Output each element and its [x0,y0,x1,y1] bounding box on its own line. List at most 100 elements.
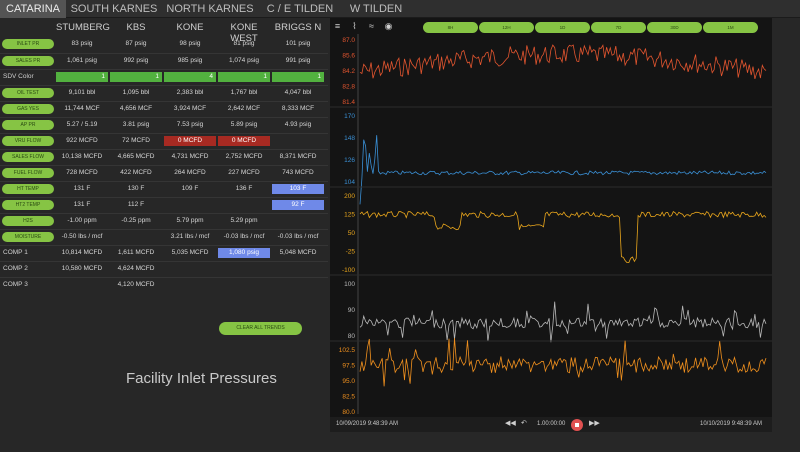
step-back-button[interactable]: ↶ [521,420,527,427]
trend-select-button[interactable]: GAS YES [2,104,54,114]
table-cell [218,279,270,291]
rewind-button[interactable]: ◀◀ [505,420,516,427]
table-cell: 1,061 psig [67,57,97,64]
axis-tick-label: 85.6 [342,53,355,60]
table-cell: 1 [218,72,270,82]
fast-forward-button[interactable]: ▶▶ [589,420,600,427]
table-cell: 101 psig [285,40,311,47]
trend-select-button[interactable]: HT2 TEMP [2,200,54,210]
table-cell: 922 MCFD [66,137,98,144]
row-label: COMP 2 [3,265,28,272]
axis-tick-label: 148 [344,135,355,142]
trend-select-button[interactable]: MOISTURE [2,232,54,242]
table-cell: 4,665 MCFD [117,153,155,160]
playback-time: 1.00:00:00 [537,421,566,427]
trend-select-button[interactable]: FUEL FLOW [2,168,54,178]
table-cell: 83 psig [71,40,93,47]
trend-select-button[interactable]: H2S [2,216,54,226]
column-header-kbs: KBS [126,22,146,33]
trend-compare-icon[interactable]: ≈ [369,21,374,31]
clear-all-trends-button[interactable]: CLEAR ALL TRENDS [219,322,302,335]
table-cell: 10,580 MCFD [61,265,103,272]
axis-tick-label: 125 [344,212,355,219]
facility-data-table: STUMBERG KBS KONE KONE WEST BRIGGS N INL… [0,18,328,288]
table-cell: 4,656 MCF [119,105,153,112]
tab-north-karnes[interactable]: NORTH KARNES [166,3,254,15]
table-cell [110,231,162,243]
table-row: INLET PR 83 psig 87 psig 98 psig 81 psig 101 … [0,37,328,51]
table-cell: 109 F [181,185,199,192]
range-button-7d[interactable]: 7D [591,22,646,33]
axis-tick-label: 84.2 [342,68,355,75]
axis-tick-label: 81.4 [342,99,355,106]
table-cell: 92 F [272,200,324,210]
range-button-30d[interactable]: 30D [647,22,702,33]
trend-select-button[interactable]: SALES FLOW [2,152,54,162]
table-cell: 1 [272,72,324,82]
table-cell: 1,080 psig [218,248,270,258]
table-row: SALES FLOW 10,138 MCFD 4,665 MCFD 4,731 MCF… [0,149,328,163]
column-header-kone-west: KONE WEST [230,22,258,44]
table-cell: 264 MCFD [174,169,206,176]
axis-tick-label: -100 [342,267,355,274]
table-cell: -1.00 ppm [67,217,97,224]
table-cell: 3,924 MCF [173,105,207,112]
table-cell: 5,035 MCFD [171,249,209,256]
table-cell: 130 F [127,185,145,192]
row-label: COMP 1 [3,249,28,256]
tab-w-tilden[interactable]: W TILDEN [349,3,403,15]
trend-end-time: 10/10/2019 9:48:39 AM [700,421,763,427]
table-row: HT TEMP 131 F 130 F 109 F 136 F 103 F [0,181,328,195]
table-cell: 5,048 MCFD [279,249,317,256]
axis-tick-label: 95.0 [342,378,355,385]
facility-title: Facility Inlet Pressures [126,370,277,387]
table-cell: 112 F [127,201,145,208]
mouse-icon[interactable]: ◉ [384,21,393,31]
table-cell: 4,731 MCFD [171,153,209,160]
table-cell: 8,333 MCF [281,105,315,112]
table-cell [272,135,324,147]
table-cell: 5.79 ppm [176,217,204,224]
tab-catarina[interactable]: CATARINA [0,0,66,18]
table-row: VRU FLOW 922 MCFD 72 MCFD 0 MCFD 0 MCFD [0,133,328,147]
trend-select-button[interactable]: OIL TEST [2,88,54,98]
table-cell [218,263,270,275]
table-cell: 10,138 MCFD [61,153,103,160]
trend-series-line [359,210,767,264]
trend-line-icon[interactable]: ⌇ [352,21,357,31]
tab-south-karnes[interactable]: SOUTH KARNES [70,3,158,15]
table-cell: 9,101 bbl [68,89,96,96]
trend-series-line [359,135,767,205]
trend-select-button[interactable]: SALES PR [2,56,54,66]
table-row: AP PR 5.27 / 5.19 3.81 psig 7.53 psig 5.89 p… [0,117,328,131]
table-cell: 1,611 MCFD [117,249,155,256]
axis-tick-label: 50 [348,230,356,237]
trend-chart[interactable]: 87.0 85.6 84.2 82.8 81.4 170 148 126 104 200 125 50… [330,34,772,414]
axis-tick-label: -25 [346,249,356,256]
table-cell [164,279,216,291]
table-cell: 1,074 psig [229,57,259,64]
row-label: COMP 3 [3,281,28,288]
axis-tick-label: 82.8 [342,84,355,91]
axis-tick-label: 170 [344,113,355,120]
trend-select-button[interactable]: HT TEMP [2,184,54,194]
range-button-12h[interactable]: 12H [479,22,534,33]
axis-tick-label: 126 [344,157,355,164]
table-cell: 728 MCFD [66,169,98,176]
axis-tick-label: 87.0 [342,37,355,44]
stop-record-button[interactable] [571,419,583,431]
tab-c-e-tilden[interactable]: C / E TILDEN [266,3,334,15]
hamburger-menu-icon[interactable]: ≡ [334,21,341,31]
trend-select-button[interactable]: AP PR [2,120,54,130]
range-button-8h[interactable]: 8H [423,22,478,33]
table-cell: 4.93 psig [284,121,312,128]
range-button-1d[interactable]: 1D [535,22,590,33]
table-cell: 4 [164,72,216,82]
trend-select-button[interactable]: INLET PR [2,39,54,49]
table-cell: 72 MCFD [122,137,150,144]
table-cell: 87 psig [125,40,147,47]
trend-series-line [359,301,767,343]
table-cell [272,279,324,291]
range-button-1m[interactable]: 1M [703,22,758,33]
trend-select-button[interactable]: VRU FLOW [2,136,54,146]
